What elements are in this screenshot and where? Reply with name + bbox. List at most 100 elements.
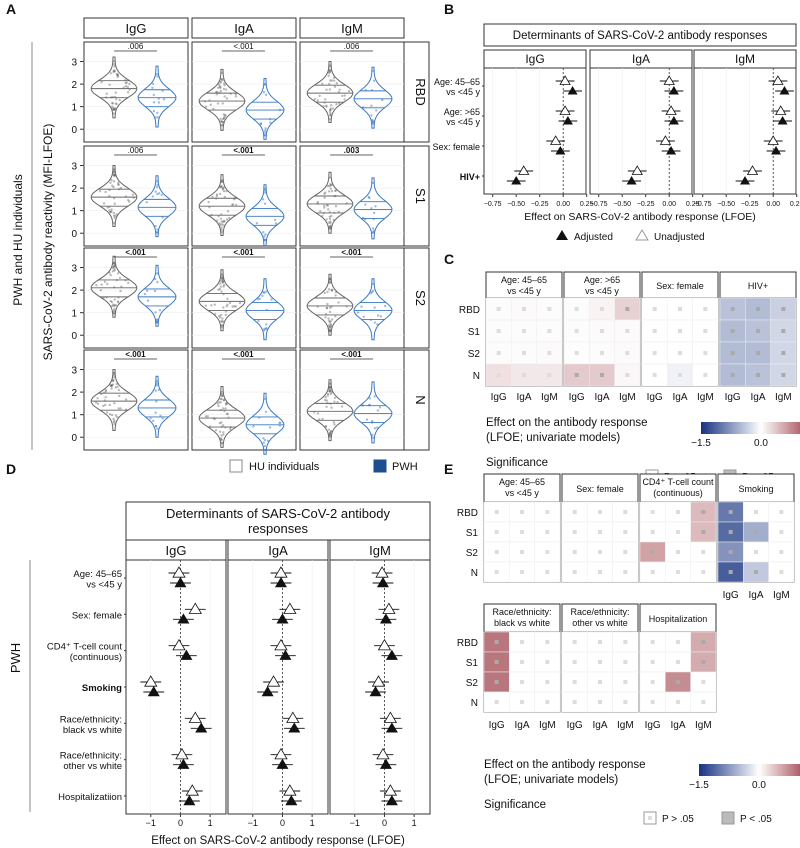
forest-strip-label: IgG — [166, 543, 187, 558]
colorbar-segment — [711, 764, 714, 776]
data-point — [219, 279, 222, 282]
data-point — [223, 95, 226, 98]
data-point — [326, 302, 329, 306]
significance-marker — [600, 351, 604, 355]
data-point — [220, 223, 223, 226]
colorbar-segment — [751, 422, 754, 434]
significance-marker — [678, 351, 682, 355]
data-point — [115, 72, 119, 76]
data-point — [220, 228, 223, 232]
data-point — [324, 425, 328, 428]
colorbar-segment — [701, 764, 704, 776]
data-point — [104, 190, 107, 194]
data-point — [373, 321, 376, 324]
x-tick-label: 1 — [412, 818, 417, 828]
significance-marker — [496, 307, 501, 311]
data-point — [321, 214, 324, 217]
p-value: .003 — [344, 146, 360, 155]
data-point — [328, 434, 331, 438]
data-point — [110, 387, 113, 390]
data-point — [328, 278, 332, 281]
point-unadjusted — [559, 105, 571, 115]
data-point — [222, 186, 225, 189]
significance-legend-title: Significance — [484, 799, 546, 811]
colorbar-segment — [741, 422, 744, 434]
data-point — [328, 176, 332, 179]
data-point — [332, 76, 336, 80]
data-point — [216, 402, 219, 405]
data-point — [219, 224, 222, 227]
colorbar-segment — [745, 422, 748, 434]
data-point — [329, 69, 332, 72]
data-point — [109, 384, 113, 387]
point-adjusted — [177, 613, 190, 624]
point-unadjusted — [631, 165, 643, 175]
data-point — [221, 276, 224, 280]
data-point — [322, 204, 326, 207]
data-point — [335, 82, 338, 85]
data-point — [108, 271, 111, 274]
heatmap-strip — [641, 271, 719, 299]
colorbar-segment — [739, 422, 742, 434]
significance-marker — [701, 680, 706, 684]
x-tick-label: 0.25 — [580, 201, 594, 208]
point-adjusted — [276, 758, 289, 769]
heatmap-col-label: IgG — [725, 392, 741, 403]
significance-marker — [522, 373, 526, 377]
significance-marker — [652, 351, 657, 355]
data-point — [336, 401, 339, 404]
data-point — [220, 273, 224, 276]
data-point — [325, 88, 328, 91]
data-point — [119, 407, 122, 410]
colorbar-segment — [709, 422, 712, 434]
heatmap-col-label: IgG — [489, 720, 505, 731]
data-point — [219, 117, 222, 121]
data-point — [112, 185, 115, 189]
colorbar-segment — [785, 422, 788, 434]
data-point — [262, 290, 265, 294]
data-point — [111, 379, 114, 383]
point-unadjusted — [188, 711, 202, 723]
data-point — [263, 202, 267, 205]
significance-marker — [520, 640, 524, 644]
point-unadjusted — [283, 602, 297, 614]
data-point — [265, 327, 268, 330]
significance-marker — [781, 307, 786, 311]
significance-marker — [781, 373, 786, 377]
significance-marker — [520, 570, 524, 574]
data-point — [328, 215, 331, 218]
significance-marker — [728, 570, 733, 574]
point-adjusted — [385, 722, 398, 733]
colorbar-segment — [727, 422, 730, 434]
data-point — [217, 288, 220, 291]
significance-marker — [701, 550, 706, 554]
data-point — [329, 187, 332, 190]
data-point — [323, 291, 326, 295]
violin-PWH — [245, 78, 285, 140]
point-adjusted — [261, 686, 274, 697]
data-point — [114, 304, 118, 307]
data-point — [111, 270, 115, 273]
y-tick-label: 2 — [71, 286, 77, 297]
data-point — [326, 290, 329, 294]
heatmap-strip — [563, 271, 641, 299]
heatmap-strip-label-line: Race/ethnicity: — [570, 607, 629, 617]
x-tick-label: 0 — [280, 818, 285, 828]
colorbar-segment — [749, 764, 752, 776]
data-point — [154, 116, 157, 119]
data-point — [95, 284, 98, 287]
data-point — [155, 380, 159, 383]
data-point — [109, 181, 112, 184]
data-point — [278, 421, 281, 425]
data-point — [338, 88, 341, 92]
colorbar-segment — [719, 764, 722, 776]
colorbar-segment — [773, 422, 776, 434]
x-tick-label: −0.75 — [694, 201, 712, 208]
y-tick-label: 3 — [71, 366, 77, 377]
data-point — [220, 441, 224, 444]
strip-isotype-label: IgG — [126, 21, 147, 36]
x-tick-label: 0 — [382, 818, 387, 828]
data-point — [370, 114, 373, 117]
data-point — [155, 400, 158, 403]
data-point — [224, 407, 227, 410]
